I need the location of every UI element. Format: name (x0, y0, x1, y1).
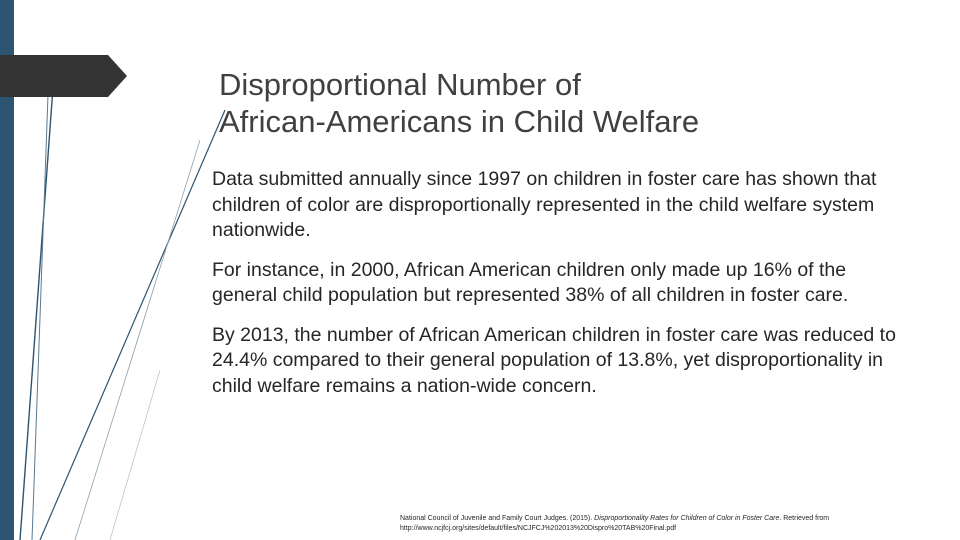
paragraph-2000-stats: For instance, in 2000, African American … (212, 258, 849, 307)
slide-title-line-1: Disproportional Number of (219, 67, 581, 102)
paragraph-data-summary: Data submitted annually since 1997 on ch… (212, 168, 877, 241)
citation-retrieved: . Retrieved from (779, 515, 830, 522)
citation-title: Disproportionality Rates for Children of… (594, 515, 780, 522)
paragraph-2013-stats: By 2013, the number of African American … (212, 323, 896, 397)
title-arrow-shape (0, 55, 127, 97)
slide-title-line-2: African-Americans in Child Welfare (219, 104, 700, 139)
slide-title: Disproportional Number of African-Americ… (219, 66, 699, 140)
citation: National Council of Juvenile and Family … (400, 514, 940, 534)
citation-authors: National Council of Juvenile and Family … (400, 515, 595, 522)
decorative-lines (19, 59, 226, 540)
left-accent-bar (0, 0, 14, 540)
citation-url[interactable]: http://www.ncjfcj.org/sites/default/file… (400, 525, 677, 532)
slide-body: Data submitted annually since 1997 on ch… (212, 167, 902, 413)
